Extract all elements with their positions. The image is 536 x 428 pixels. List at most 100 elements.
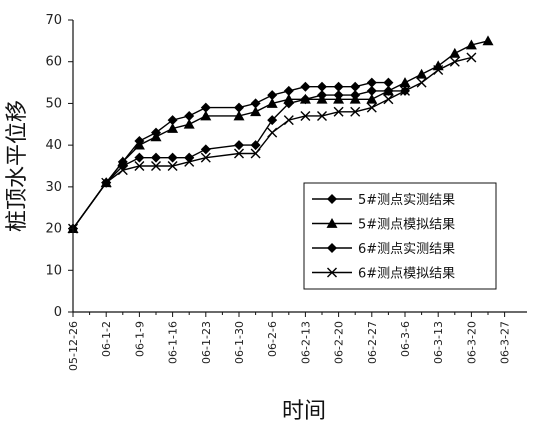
data-point-stroke — [333, 106, 344, 117]
series-4 — [68, 52, 477, 234]
y-tick-label: 20 — [45, 222, 62, 237]
data-point — [134, 135, 145, 146]
data-point-stroke — [283, 115, 294, 126]
data-point — [250, 98, 261, 109]
x-tick-label: 06-3-27 — [499, 321, 512, 364]
data-point — [399, 77, 411, 87]
data-point — [333, 106, 344, 117]
data-point-stroke — [200, 152, 211, 163]
legend-marker — [327, 243, 337, 253]
data-point — [200, 110, 212, 121]
data-point-stroke — [400, 85, 410, 96]
data-point — [300, 110, 311, 121]
data-point — [449, 47, 461, 58]
data-point-stroke — [383, 94, 394, 105]
axes: 0 10 20 30 40 50 60 70 05-12-26 06-1-2 06-1-9 06-1-… — [45, 13, 527, 371]
data-point — [349, 93, 361, 104]
y-tick-label: 70 — [45, 13, 62, 28]
legend-box — [303, 182, 497, 290]
plot-area — [67, 35, 494, 234]
y-tick-label: 0 — [54, 305, 62, 320]
data-point — [167, 161, 178, 171]
legend-entry: 5#测点实测结果 — [312, 193, 455, 208]
data-point-stroke — [416, 77, 427, 88]
data-point — [267, 127, 278, 138]
data-point — [151, 127, 161, 138]
legend-entry: 6#测点模拟结果 — [312, 267, 455, 282]
data-point — [134, 152, 145, 163]
data-point — [382, 85, 394, 96]
data-point — [167, 152, 178, 163]
data-point — [333, 81, 344, 92]
x-tick-label: 06-2-20 — [333, 321, 346, 364]
data-point-stroke — [267, 127, 278, 138]
data-point-stroke — [449, 56, 460, 67]
data-point — [482, 35, 494, 46]
data-point — [383, 94, 394, 105]
data-point — [250, 106, 262, 117]
data-point — [234, 102, 244, 113]
data-point — [466, 52, 477, 63]
data-point — [250, 140, 261, 151]
data-point-stroke — [317, 110, 327, 121]
data-point — [317, 110, 327, 121]
data-point — [416, 77, 427, 88]
data-point — [200, 102, 211, 113]
x-tick-label: 05-12-26 — [67, 321, 80, 371]
data-point — [250, 148, 261, 159]
legend-entry: 5#测点模拟结果 — [312, 218, 455, 233]
data-point — [267, 90, 278, 101]
legend: 5#测点实测结果 5#测点模拟结果 6#测点实测结果 6#测点模拟结果 — [303, 182, 497, 290]
data-point — [316, 93, 328, 104]
data-point-stroke — [466, 52, 477, 63]
data-point — [300, 81, 311, 92]
y-axis-label: 桩顶水平位移 — [5, 100, 30, 232]
y-tick-label: 30 — [45, 180, 62, 195]
data-point — [184, 156, 195, 167]
y-tick-label: 50 — [45, 96, 62, 111]
data-point — [101, 177, 112, 188]
legend-marker — [327, 194, 337, 204]
data-point — [317, 81, 327, 92]
legend-entry: 6#测点实测结果 — [312, 242, 455, 257]
data-point-stroke — [350, 106, 361, 117]
data-point-stroke — [167, 161, 178, 171]
x-tick-label: 06-1-9 — [133, 321, 146, 357]
y-tick-label: 60 — [45, 55, 62, 70]
x-tick-label: 06-1-16 — [167, 321, 180, 364]
data-point — [366, 85, 377, 96]
data-point-stroke — [300, 110, 311, 121]
legend-label: 5#测点模拟结果 — [358, 218, 455, 233]
data-point-stroke — [366, 102, 377, 113]
y-tick-label: 10 — [45, 263, 62, 278]
legend-marker — [327, 267, 337, 278]
x-tick-label: 06-1-23 — [200, 321, 213, 364]
data-point — [183, 118, 195, 129]
x-tick-label: 06-3-20 — [465, 321, 478, 364]
data-point-stroke — [151, 161, 161, 171]
data-point — [366, 93, 378, 104]
legend-label: 5#测点实测结果 — [358, 193, 455, 208]
data-point — [234, 148, 244, 159]
data-point — [366, 77, 377, 88]
data-point — [283, 85, 294, 96]
data-point — [117, 156, 128, 167]
data-point — [283, 115, 294, 126]
data-point-stroke — [250, 148, 261, 159]
data-point — [167, 122, 179, 133]
data-point — [350, 81, 361, 92]
x-tick-label: 06-2-6 — [266, 321, 279, 357]
x-axis-label: 时间 — [282, 399, 326, 424]
data-point — [134, 161, 145, 171]
data-point-stroke — [184, 156, 195, 167]
data-point — [233, 110, 245, 121]
data-point — [151, 152, 161, 163]
legend-label: 6#测点模拟结果 — [358, 267, 455, 282]
x-tick-label: 06-3-13 — [432, 321, 445, 364]
data-point — [266, 97, 278, 108]
data-point — [299, 93, 311, 104]
data-point — [383, 77, 394, 88]
data-point — [283, 93, 295, 104]
data-point — [184, 110, 195, 121]
y-tick-label: 40 — [45, 138, 62, 153]
